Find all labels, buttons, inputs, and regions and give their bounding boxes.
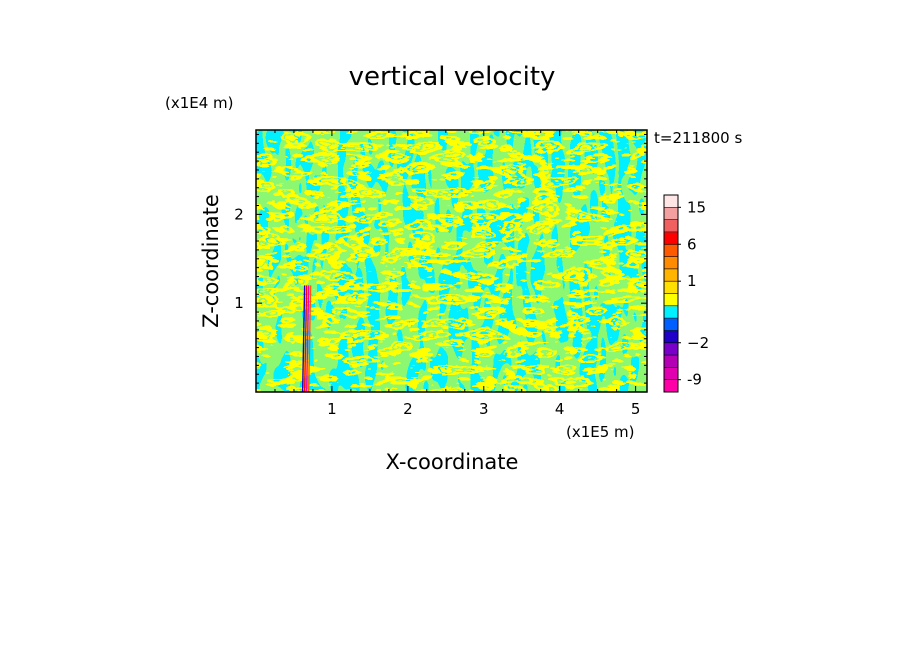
y-axis-ticks: 12 <box>234 133 647 384</box>
x-tick-label: 2 <box>403 400 413 418</box>
colorbar-segment <box>664 195 678 208</box>
field-positive-pattern-secondary <box>256 130 647 392</box>
y-unit-label: (x1E4 m) <box>165 94 234 112</box>
colorbar-segment <box>664 355 678 368</box>
x-axis-label: X-coordinate <box>386 450 519 474</box>
plot-frame <box>255 129 648 393</box>
colorbar-tick-label: 15 <box>687 198 706 216</box>
colorbar-tick-label: -9 <box>687 371 702 389</box>
x-tick-label: 5 <box>631 400 641 418</box>
x-axis-ticks: 1 2 3 4 5 <box>274 130 641 418</box>
colorbar-segment <box>664 379 678 393</box>
colorbar-segment <box>664 367 678 381</box>
colorbar-tick-label: 1 <box>687 272 697 290</box>
anomaly-stripe <box>305 285 310 392</box>
colorbar-segment <box>664 244 678 257</box>
colorbar-segment <box>664 342 678 356</box>
colorbar-segment <box>664 231 678 245</box>
colorbar-segment <box>664 330 678 344</box>
colorbar-segment <box>664 293 678 307</box>
colorbar-segment <box>664 207 678 221</box>
colorbar-segment <box>664 281 678 294</box>
x-unit-label: (x1E5 m) <box>566 423 635 441</box>
colorbar-segment <box>664 268 678 282</box>
y-axis-label: Z-coordinate <box>199 194 223 328</box>
colorbar-segment <box>664 318 678 331</box>
colorbar-frame <box>663 194 679 393</box>
heatmap-field <box>256 130 647 392</box>
chart-title: vertical velocity <box>349 62 556 92</box>
colorbar-segment <box>664 256 678 270</box>
colorbar-segment <box>664 305 678 319</box>
x-tick-label: 1 <box>327 400 337 418</box>
x-tick-label: 3 <box>479 400 489 418</box>
colorbar-tick-label: −2 <box>687 334 709 352</box>
y-tick-label: 2 <box>234 205 244 223</box>
anomaly-stripe <box>307 285 312 392</box>
colorbar: -9 −2 1 6 15 <box>663 194 709 393</box>
y-tick-label: 1 <box>234 294 244 312</box>
anomaly-stripe <box>301 285 306 392</box>
x-tick-label: 4 <box>555 400 565 418</box>
time-label: t=211800 s <box>654 129 742 147</box>
colorbar-tick-label: 6 <box>687 235 697 253</box>
anomaly-band <box>301 285 312 392</box>
anomaly-stripe <box>303 285 308 392</box>
colorbar-segment <box>664 219 678 233</box>
